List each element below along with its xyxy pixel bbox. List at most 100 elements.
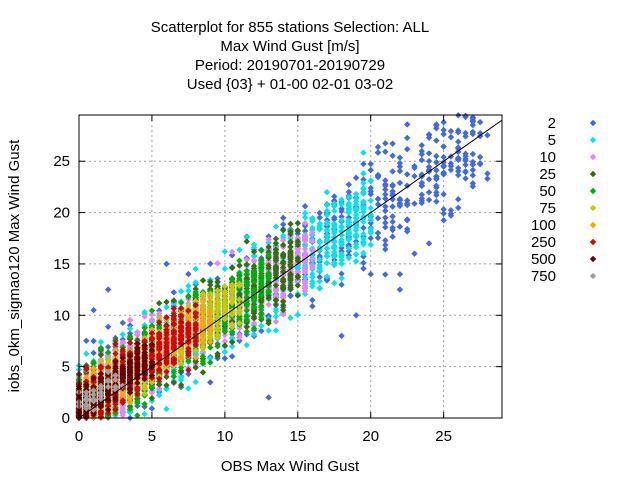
data-point bbox=[177, 359, 185, 367]
data-point bbox=[367, 166, 374, 174]
data-point bbox=[360, 241, 367, 248]
data-point bbox=[440, 162, 447, 169]
data-point bbox=[177, 318, 185, 326]
data-point bbox=[250, 253, 258, 260]
data-point bbox=[199, 369, 207, 376]
data-point bbox=[156, 367, 163, 375]
data-point bbox=[345, 245, 353, 252]
data-point bbox=[433, 175, 440, 183]
data-point bbox=[221, 325, 229, 333]
data-point bbox=[112, 346, 119, 354]
data-point bbox=[177, 305, 185, 312]
data-point bbox=[272, 257, 280, 264]
data-point bbox=[177, 372, 185, 380]
data-point bbox=[280, 272, 287, 279]
data-point bbox=[301, 203, 309, 210]
data-point bbox=[323, 245, 331, 252]
data-point bbox=[265, 394, 272, 401]
data-point bbox=[156, 351, 163, 359]
data-point bbox=[177, 376, 185, 384]
data-point bbox=[462, 168, 469, 175]
data-point bbox=[221, 299, 229, 306]
data-point bbox=[141, 410, 148, 418]
data-point bbox=[126, 333, 134, 340]
data-point bbox=[338, 201, 345, 208]
data-point bbox=[280, 293, 287, 301]
data-point bbox=[433, 184, 440, 191]
data-point bbox=[141, 382, 148, 389]
data-point bbox=[455, 167, 462, 175]
data-point bbox=[221, 248, 229, 255]
data-point bbox=[287, 292, 294, 299]
data-point bbox=[265, 327, 272, 334]
data-point bbox=[403, 145, 411, 153]
data-point bbox=[177, 331, 185, 339]
data-point bbox=[287, 275, 294, 282]
data-point bbox=[425, 176, 433, 183]
data-point bbox=[338, 236, 345, 244]
data-point bbox=[382, 186, 389, 193]
data-point bbox=[250, 325, 258, 332]
data-point bbox=[185, 287, 192, 295]
data-point bbox=[367, 241, 374, 248]
data-point bbox=[199, 342, 207, 350]
data-point bbox=[258, 322, 265, 330]
data-point bbox=[382, 203, 389, 210]
data-point bbox=[309, 263, 316, 271]
data-point bbox=[331, 224, 338, 232]
data-point bbox=[338, 228, 345, 235]
data-point bbox=[301, 278, 309, 286]
data-point bbox=[374, 195, 382, 203]
data-point bbox=[97, 338, 105, 346]
data-point bbox=[425, 134, 433, 141]
data-point bbox=[360, 149, 367, 156]
data-point bbox=[221, 338, 229, 345]
data-point bbox=[199, 353, 207, 360]
data-point bbox=[280, 278, 287, 285]
data-point bbox=[367, 271, 374, 278]
data-point bbox=[97, 351, 105, 359]
data-point bbox=[338, 207, 345, 215]
data-point bbox=[455, 138, 462, 145]
data-point bbox=[199, 338, 207, 346]
data-point bbox=[148, 384, 156, 391]
data-point bbox=[309, 280, 316, 287]
data-point bbox=[156, 346, 163, 353]
data-point bbox=[323, 238, 331, 246]
data-point bbox=[469, 180, 477, 187]
data-point bbox=[338, 260, 345, 267]
data-point bbox=[97, 409, 105, 416]
data-point bbox=[126, 316, 134, 324]
data-point bbox=[389, 224, 396, 231]
data-point bbox=[236, 280, 243, 287]
data-point bbox=[294, 227, 301, 234]
data-point bbox=[243, 307, 250, 314]
data-point bbox=[258, 263, 265, 270]
data-point bbox=[192, 306, 199, 313]
data-point bbox=[170, 312, 178, 319]
data-point bbox=[156, 333, 163, 340]
data-point bbox=[323, 252, 331, 260]
data-point bbox=[433, 189, 440, 196]
data-point bbox=[228, 264, 236, 272]
data-point bbox=[331, 260, 338, 268]
data-point bbox=[309, 256, 316, 263]
data-point bbox=[360, 265, 367, 272]
data-point bbox=[134, 398, 141, 405]
data-point bbox=[192, 338, 199, 345]
data-point bbox=[331, 229, 338, 237]
data-point bbox=[447, 207, 455, 214]
data-point bbox=[185, 366, 192, 374]
data-point bbox=[250, 248, 258, 256]
data-point bbox=[462, 129, 469, 137]
data-point bbox=[112, 337, 119, 344]
data-point bbox=[323, 220, 331, 227]
data-point bbox=[301, 259, 309, 266]
data-point bbox=[462, 133, 469, 140]
data-point bbox=[301, 235, 309, 243]
data-point bbox=[280, 282, 287, 290]
data-point bbox=[382, 219, 389, 227]
data-point bbox=[440, 118, 447, 126]
data-point bbox=[214, 352, 221, 360]
data-point bbox=[207, 359, 214, 366]
